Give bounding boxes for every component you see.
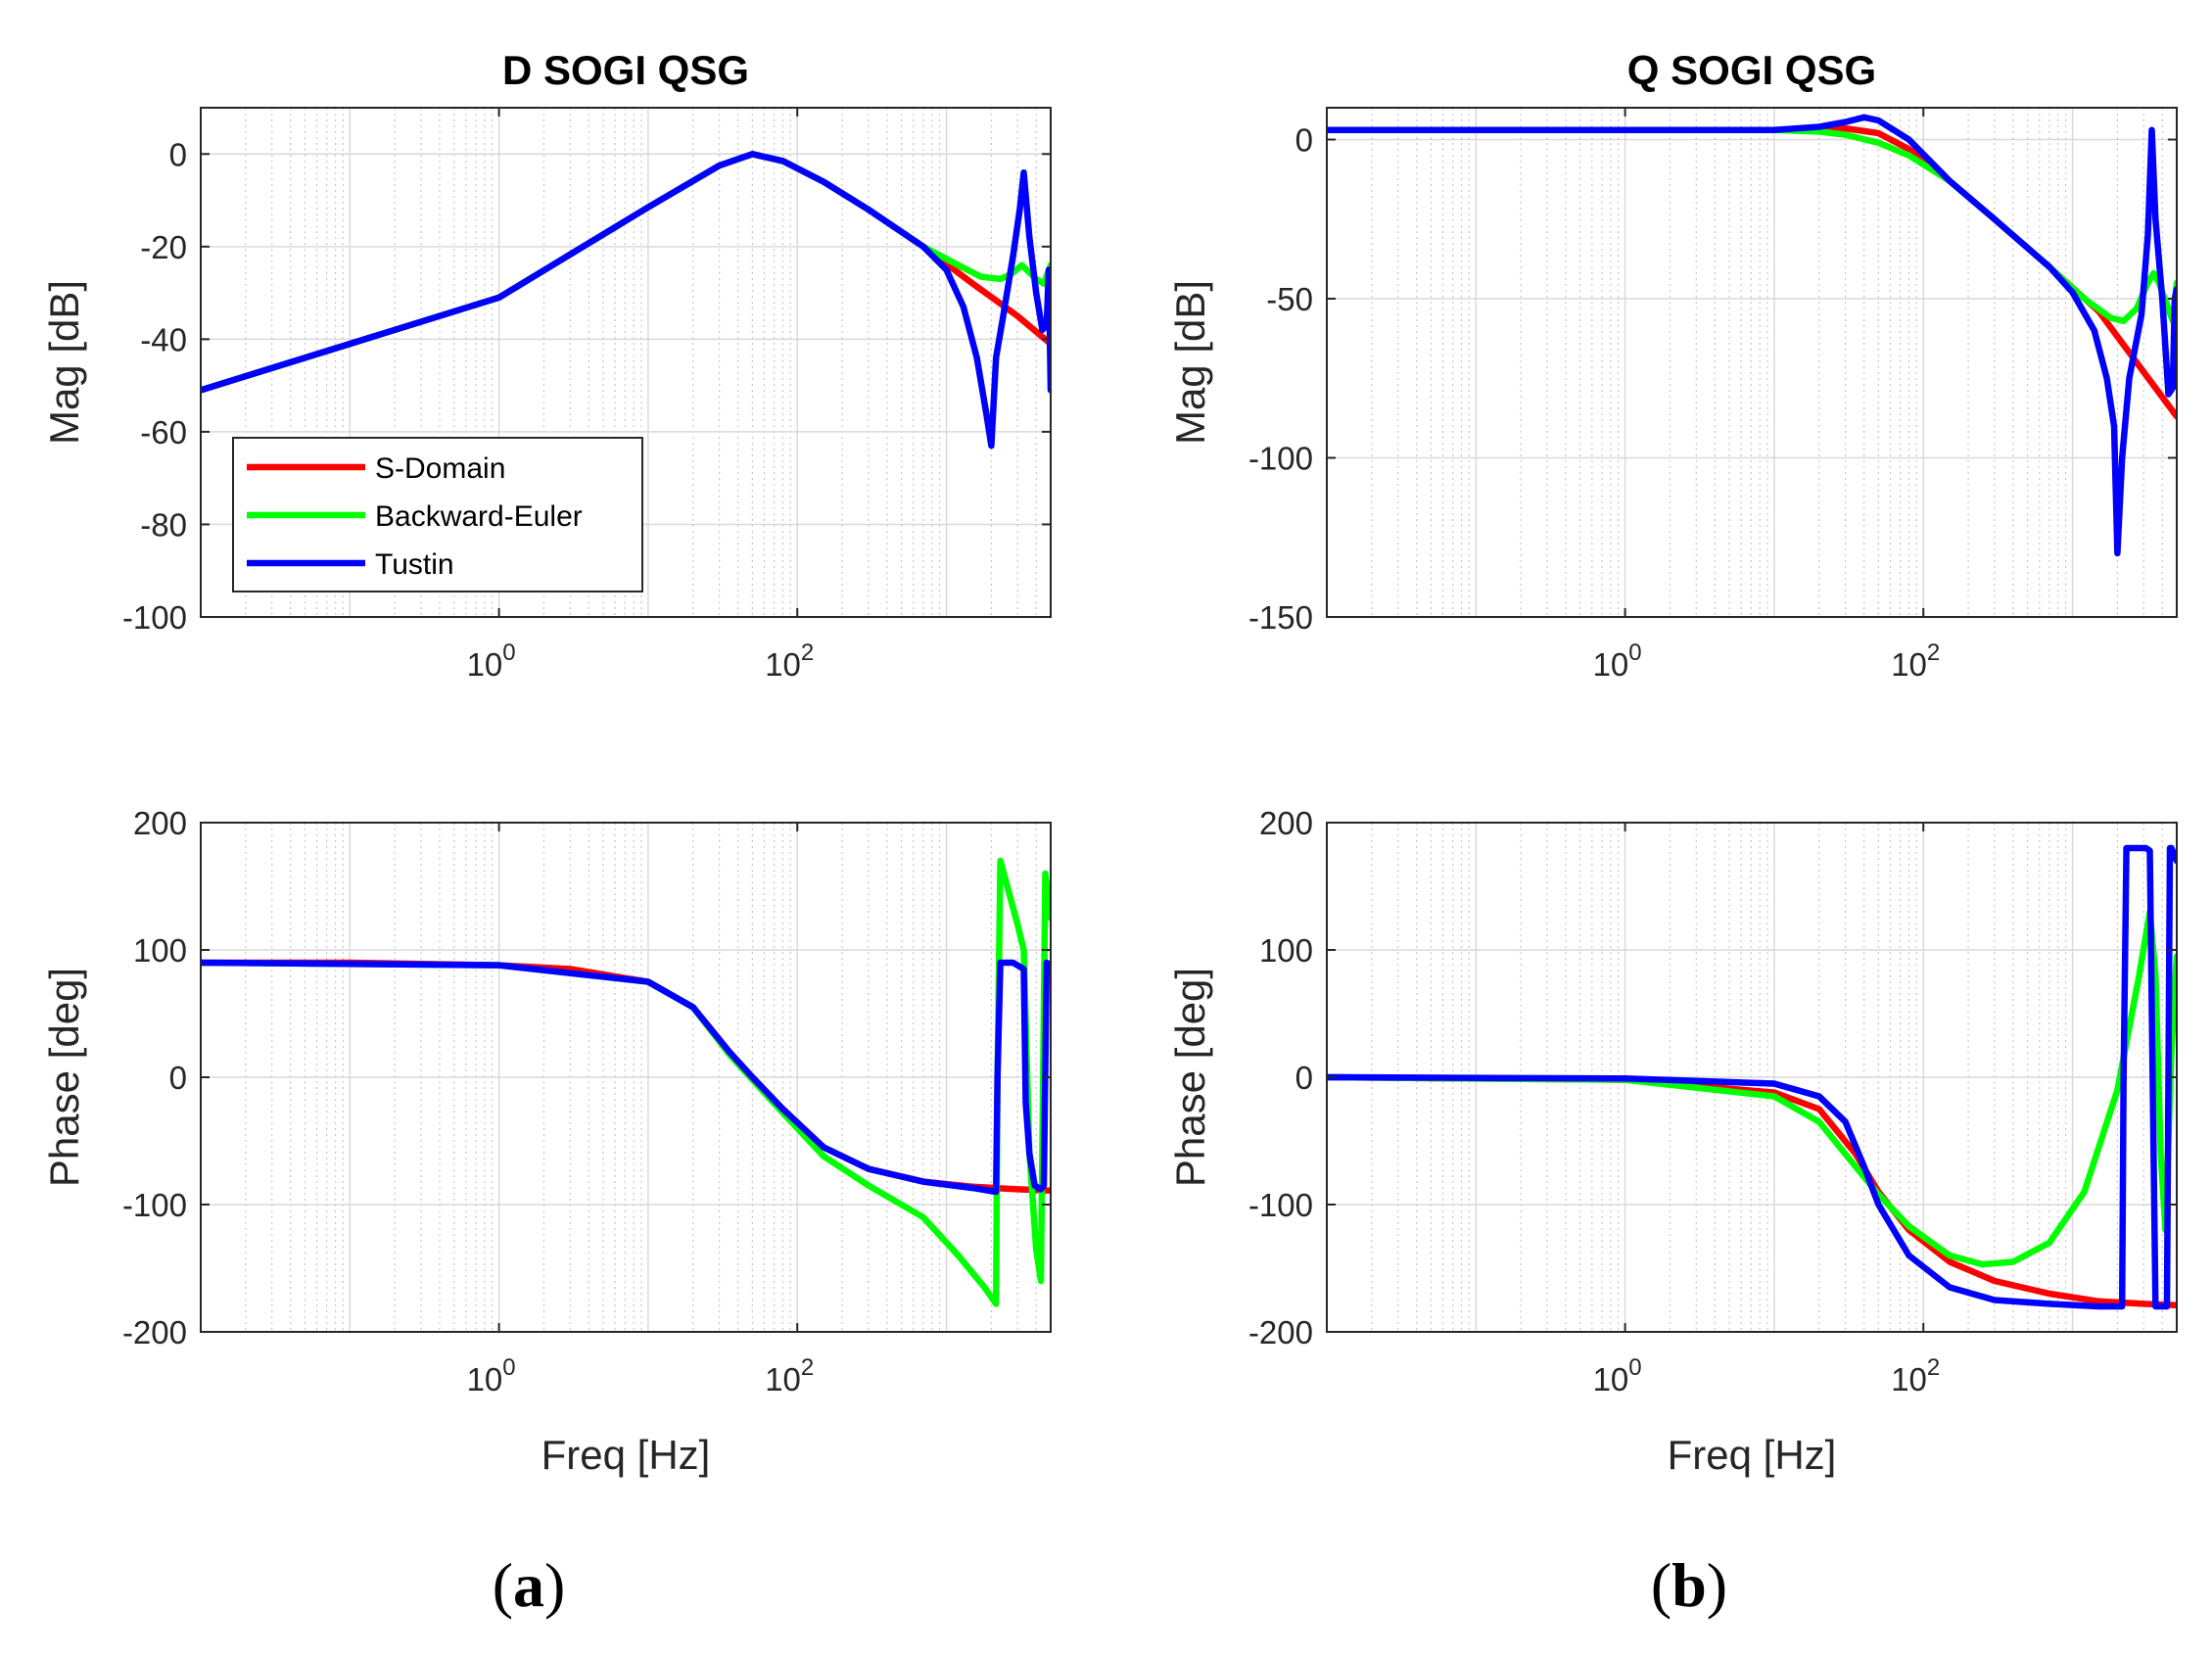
y-tick-label: -80	[140, 506, 187, 543]
y-tick-label: 0	[1295, 122, 1313, 159]
y-tick-label: 200	[1259, 805, 1313, 841]
y-tick-label: -20	[140, 229, 187, 265]
panels: 0 -20 -40 -60 -80 -100 100 102 D SOGI QSG Mag [dB…	[41, 47, 2178, 1478]
legend-label: Tustin	[375, 548, 454, 581]
legend-label: S-Domain	[375, 452, 505, 485]
grid	[201, 823, 1051, 1332]
caption-b: (b)	[1651, 1550, 1727, 1620]
series-tustin	[1327, 114, 2177, 557]
y-tick-label: 100	[133, 932, 187, 969]
x-tick-label: 102	[765, 639, 814, 683]
chart-title: D SOGI QSG	[502, 47, 749, 93]
axes-box	[1326, 107, 2178, 618]
y-axis-label: Phase [deg]	[41, 968, 87, 1187]
chart-title: Q SOGI QSG	[1627, 47, 1876, 93]
y-axis-label: Mag [dB]	[41, 280, 87, 445]
panel-b_mag: 0 -50 -100 -150 100 102 Q SOGI QSG Mag [dB]	[1167, 47, 2178, 683]
y-tick-label: 200	[133, 805, 187, 841]
y-tick-label: -100	[122, 1187, 187, 1223]
y-axis-label: Mag [dB]	[1167, 280, 1213, 445]
y-tick-label: 0	[169, 136, 187, 172]
y-tick-label: 0	[169, 1060, 187, 1096]
series-tustin	[201, 151, 1051, 450]
caption-a: (a)	[493, 1550, 566, 1620]
x-tick-label: 100	[1593, 639, 1642, 683]
y-tick-label: -100	[1248, 1187, 1313, 1223]
series-group	[1327, 114, 2177, 557]
panel-b_phase: 200 100 0 -100 -200 100 102 Phase [deg] Freq [Hz…	[1167, 805, 2178, 1478]
x-axis-label: Freq [Hz]	[541, 1432, 711, 1478]
y-tick-label: -100	[122, 599, 187, 636]
series-tustin	[201, 959, 1051, 1196]
y-tick-label: -50	[1266, 281, 1313, 317]
series-backward-euler	[1327, 908, 2177, 1268]
x-tick-label: 100	[1593, 1354, 1642, 1397]
series-group	[1327, 844, 2177, 1310]
y-tick-label: -200	[1248, 1314, 1313, 1350]
plot-area	[1327, 108, 2177, 617]
legend: S-Domain Backward-Euler Tustin	[232, 437, 643, 592]
grid	[1327, 108, 2177, 617]
y-tick-label: -200	[122, 1314, 187, 1350]
y-tick-label: -40	[140, 321, 187, 357]
x-tick-label: 102	[1891, 1354, 1940, 1397]
series-group	[201, 857, 1051, 1307]
panel-a_phase: 200 100 0 -100 -200 100 102 Phase [deg] Freq [Hz…	[41, 805, 1052, 1478]
y-tick-label: -100	[1248, 441, 1313, 477]
y-tick-label: -150	[1248, 599, 1313, 636]
x-tick-label: 102	[765, 1354, 814, 1397]
y-tick-label: -60	[140, 414, 187, 450]
y-axis-label: Phase [deg]	[1167, 968, 1213, 1187]
axes-box	[200, 107, 1052, 618]
series-group	[201, 151, 1051, 450]
series-tustin	[1327, 844, 2177, 1310]
x-tick-label: 102	[1891, 639, 1940, 683]
y-tick-label: 0	[1295, 1060, 1313, 1096]
x-axis-label: Freq [Hz]	[1668, 1432, 1837, 1478]
panel-a_mag: 0 -20 -40 -60 -80 -100 100 102 D SOGI QSG Mag [dB…	[41, 47, 1052, 683]
legend-label: Backward-Euler	[375, 500, 583, 533]
x-tick-label: 100	[467, 1354, 516, 1397]
x-tick-label: 100	[467, 639, 516, 683]
y-tick-label: 100	[1259, 932, 1313, 969]
